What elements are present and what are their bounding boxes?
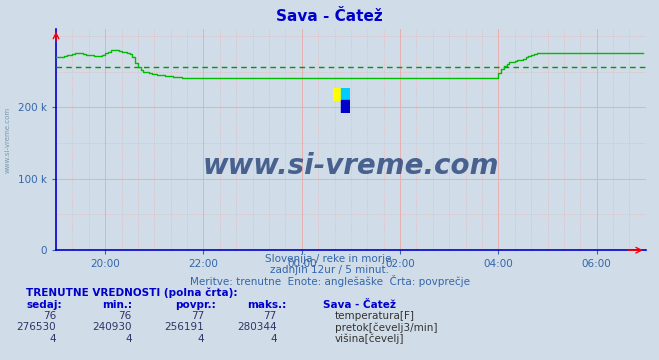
Text: min.:: min.:: [102, 300, 132, 310]
Text: sedaj:: sedaj:: [26, 300, 62, 310]
Bar: [341, 100, 350, 113]
Text: 280344: 280344: [237, 322, 277, 332]
Text: višina[čevelj]: višina[čevelj]: [335, 334, 404, 344]
Text: Slovenija / reke in morje.: Slovenija / reke in morje.: [264, 254, 395, 264]
Text: Sava - Čatež: Sava - Čatež: [323, 300, 396, 310]
Text: maks.:: maks.:: [247, 300, 287, 310]
Text: www.si-vreme.com: www.si-vreme.com: [203, 152, 499, 180]
Text: 77: 77: [191, 311, 204, 321]
Text: pretok[čevelj3/min]: pretok[čevelj3/min]: [335, 322, 438, 333]
Bar: [341, 88, 350, 100]
Text: Sava - Čatež: Sava - Čatež: [276, 9, 383, 24]
Text: 4: 4: [49, 334, 56, 344]
Text: 4: 4: [198, 334, 204, 344]
Text: 240930: 240930: [92, 322, 132, 332]
Bar: [333, 88, 341, 100]
Text: 77: 77: [264, 311, 277, 321]
Text: 276530: 276530: [16, 322, 56, 332]
Text: 4: 4: [125, 334, 132, 344]
Text: 256191: 256191: [165, 322, 204, 332]
Text: temperatura[F]: temperatura[F]: [335, 311, 415, 321]
Text: 76: 76: [119, 311, 132, 321]
Text: zadnjih 12ur / 5 minut.: zadnjih 12ur / 5 minut.: [270, 265, 389, 275]
Text: TRENUTNE VREDNOSTI (polna črta):: TRENUTNE VREDNOSTI (polna črta):: [26, 288, 238, 298]
Text: povpr.:: povpr.:: [175, 300, 215, 310]
Text: Meritve: trenutne  Enote: anglešaške  Črta: povprečje: Meritve: trenutne Enote: anglešaške Črta…: [190, 275, 469, 287]
Text: 76: 76: [43, 311, 56, 321]
Text: www.si-vreme.com: www.si-vreme.com: [5, 107, 11, 174]
Text: 4: 4: [270, 334, 277, 344]
